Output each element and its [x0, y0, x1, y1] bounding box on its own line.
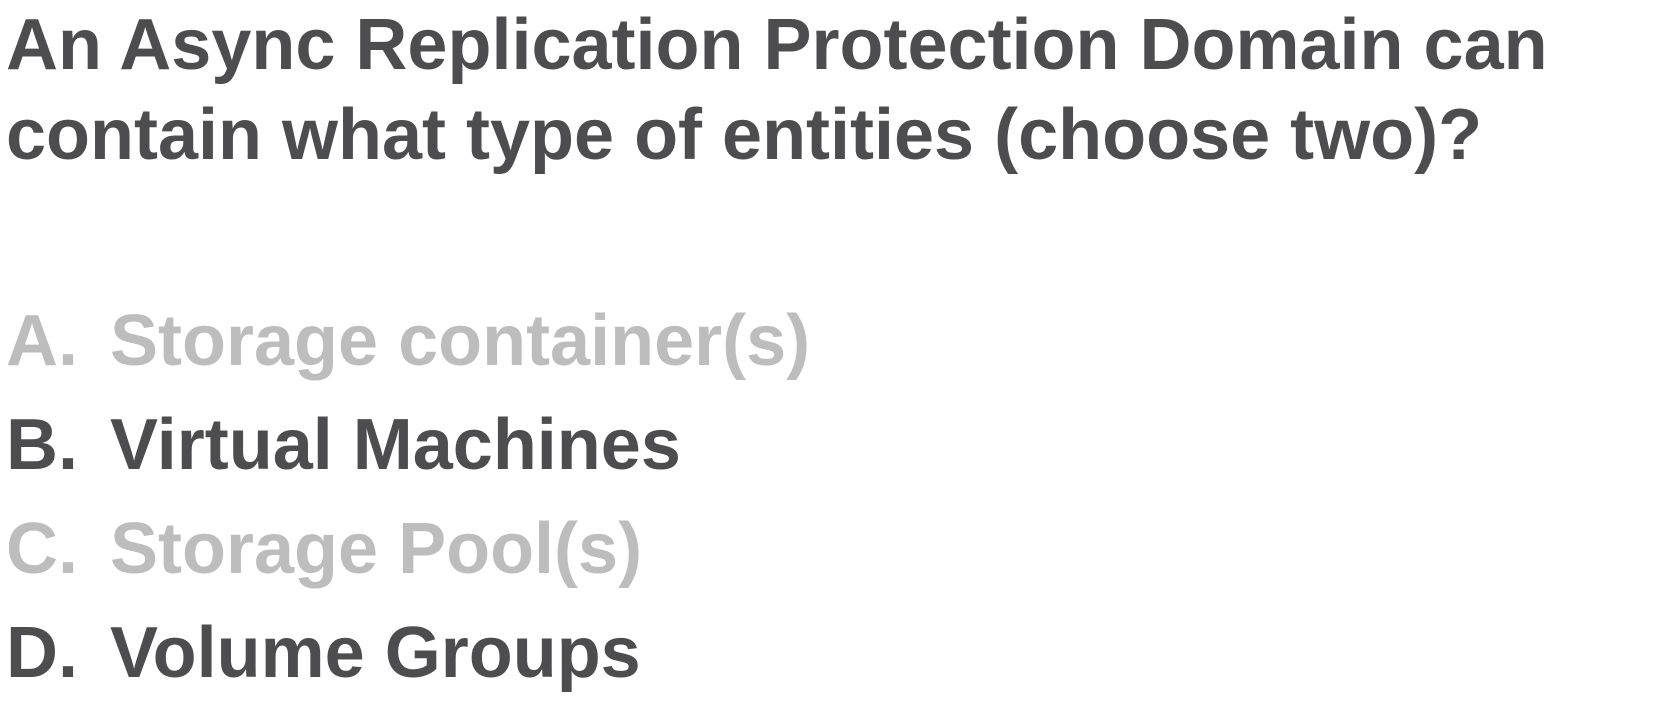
answer-option-b: B. Virtual Machines — [6, 400, 810, 504]
answer-options-list: A. Storage container(s) B. Virtual Machi… — [6, 296, 810, 712]
option-letter: C. — [6, 509, 78, 589]
option-text: Storage container(s) — [110, 301, 811, 381]
option-text: Virtual Machines — [110, 405, 681, 485]
option-text: Storage Pool(s) — [110, 509, 643, 589]
option-letter: A. — [6, 301, 78, 381]
answer-option-d: D. Volume Groups — [6, 608, 810, 712]
option-letter: D. — [6, 613, 78, 693]
answer-option-c: C. Storage Pool(s) — [6, 504, 810, 608]
question-text: An Async Replication Protection Domain c… — [6, 0, 1674, 180]
answer-option-a: A. Storage container(s) — [6, 296, 810, 400]
option-letter: B. — [6, 405, 78, 485]
question-line-2: contain what type of entities (choose tw… — [6, 95, 1483, 175]
question-line-1: An Async Replication Protection Domain c… — [6, 5, 1548, 85]
option-text: Volume Groups — [110, 613, 641, 693]
